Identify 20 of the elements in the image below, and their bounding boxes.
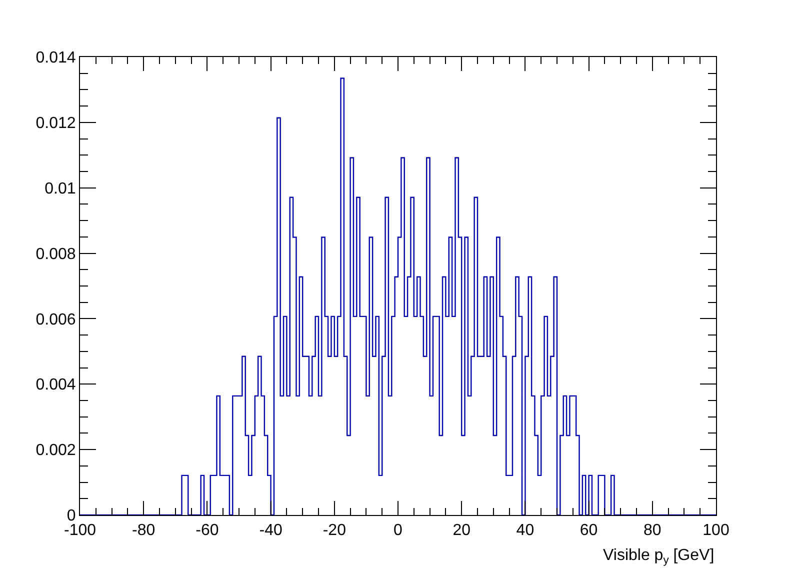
x-tick-label: 60 <box>580 522 598 540</box>
x-tick-label: 0 <box>394 522 403 540</box>
y-tick-label: 0.008 <box>36 246 76 263</box>
x-tick-label: 40 <box>516 522 534 540</box>
x-axis-title: Visible p$_{y}$ [GeV] <box>603 547 714 566</box>
x-tick-label: -80 <box>132 522 156 540</box>
y-tick-label: 0.002 <box>36 442 76 460</box>
y-tick-label: 0 <box>66 508 76 525</box>
x-tick-label: -60 <box>196 522 219 540</box>
x-tick-label: 100 <box>702 522 730 540</box>
x-tick-label: 20 <box>452 522 471 540</box>
x-tick-label: 80 <box>644 522 662 540</box>
x-tick-label: -40 <box>259 522 282 540</box>
y-tick-label: 0.012 <box>36 115 76 132</box>
x-tick-label: -20 <box>322 522 346 540</box>
y-tick-label: 0.006 <box>36 311 76 328</box>
y-tick-label: 0.01 <box>44 180 76 198</box>
x-tick-label: -100 <box>64 522 96 540</box>
y-tick-label: 0.004 <box>36 376 76 394</box>
y-tick-label: 0.014 <box>36 50 76 67</box>
